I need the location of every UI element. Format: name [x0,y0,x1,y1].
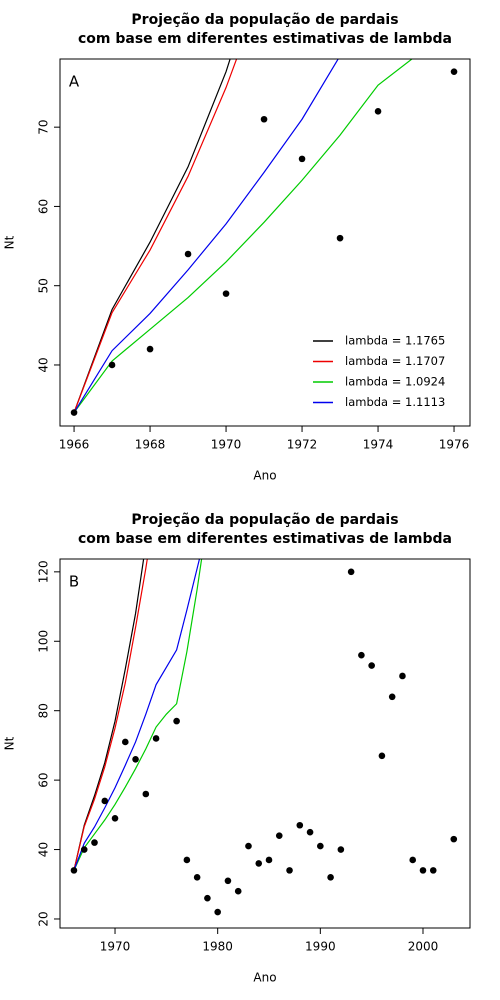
data-point [80,846,88,853]
data-point [298,155,306,163]
projection-line [73,59,339,413]
data-point [173,717,180,725]
panel: Projeção da população de pardais com base… [3,12,471,483]
projection-line [73,559,145,871]
legend-label: lambda = 1.1113 [345,395,445,409]
data-point [224,877,232,885]
y-tick-label: 100 [37,630,51,653]
panel-label: A [69,73,80,91]
data-point [296,821,304,829]
legend-label: lambda = 1.1765 [345,334,445,348]
y-tick-label: 20 [37,911,51,926]
data-point [450,68,458,75]
y-tick-label: 50 [37,278,51,293]
y-tick-label: 120 [37,560,51,583]
y-tick-label: 80 [37,703,51,718]
data-point [193,874,201,881]
data-point [132,755,139,763]
data-point [358,651,365,659]
data-point [152,735,160,742]
data-point [204,894,211,902]
data-point [317,842,324,850]
data-point [70,409,78,416]
chart-title: com base em diferentes estimativas de la… [78,531,452,547]
data-point [275,832,283,839]
data-point [214,908,221,916]
data-point [183,856,191,864]
data-point [255,860,263,867]
x-tick-label: 1974 [363,438,394,452]
x-tick-label: 1968 [135,438,166,452]
plot-frame [59,558,471,929]
chart-title: Projeção da população de pardais [131,12,398,28]
data-point [142,790,150,798]
data-point [234,887,242,895]
y-tick-label: 40 [37,842,51,857]
projection-line [73,59,231,413]
projection-line [73,59,238,413]
chart-title: com base em diferentes estimativas de la… [78,31,452,47]
projection-line [73,559,203,871]
plot-area [70,559,458,916]
data-point [450,835,458,843]
x-tick-label: 1970 [100,940,131,954]
y-tick-label: 70 [37,120,51,135]
x-tick-label: 1966 [59,438,90,452]
data-point [337,846,345,853]
y-axis-label: Nt [3,235,17,249]
data-point [184,250,192,258]
data-point [245,842,252,850]
y-axis-label: Nt [3,736,17,750]
panel-label: B [69,573,79,591]
data-point [374,108,382,115]
y-tick-label: 60 [37,199,51,214]
chart-title: Projeção da população de pardais [131,512,398,528]
y-tick-label: 60 [37,772,51,787]
data-point [306,828,314,836]
x-tick-label: 1970 [211,438,242,452]
plot-area [70,59,458,416]
data-point [327,874,334,881]
panel: Projeção da população de pardais com base… [3,512,471,985]
data-point [111,815,119,822]
x-tick-label: 1976 [439,438,470,452]
x-tick-label: 1990 [305,940,336,954]
data-point [222,290,230,297]
data-point [409,856,417,864]
data-point [108,361,116,369]
data-point [146,345,154,353]
legend-label: lambda = 1.1707 [345,354,445,368]
plot-frame [59,58,471,427]
projection-line [73,59,413,413]
data-point [399,672,406,680]
projection-line [73,559,148,871]
data-point [388,693,396,701]
data-point [419,867,427,874]
x-tick-label: 1980 [202,940,233,954]
x-axis-label: Ano [253,971,276,985]
data-point [286,867,293,874]
data-point [265,856,273,864]
data-point [336,234,344,242]
x-tick-label: 2000 [408,940,439,954]
data-point [70,867,78,874]
data-point [260,115,268,123]
x-axis-label: Ano [253,469,276,483]
data-point [368,662,375,669]
x-tick-label: 1972 [287,438,318,452]
data-point [101,797,109,805]
data-point [429,867,437,874]
legend-label: lambda = 1.0924 [345,375,445,389]
projection-line [73,559,201,871]
data-point [347,568,355,576]
y-tick-label: 40 [37,357,51,372]
data-point [378,752,386,760]
data-point [91,839,98,846]
data-point [121,738,129,746]
